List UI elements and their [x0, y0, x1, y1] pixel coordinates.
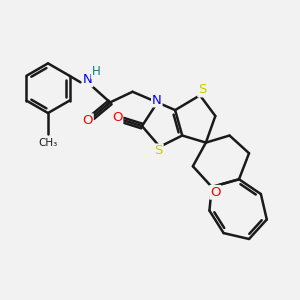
Text: O: O — [82, 114, 93, 127]
Text: CH₃: CH₃ — [38, 139, 58, 148]
Text: H: H — [92, 65, 100, 78]
Text: O: O — [112, 111, 122, 124]
Text: O: O — [210, 186, 220, 199]
Text: N: N — [152, 94, 162, 106]
Text: S: S — [198, 83, 206, 97]
Text: N: N — [83, 74, 92, 86]
Text: S: S — [154, 144, 163, 158]
